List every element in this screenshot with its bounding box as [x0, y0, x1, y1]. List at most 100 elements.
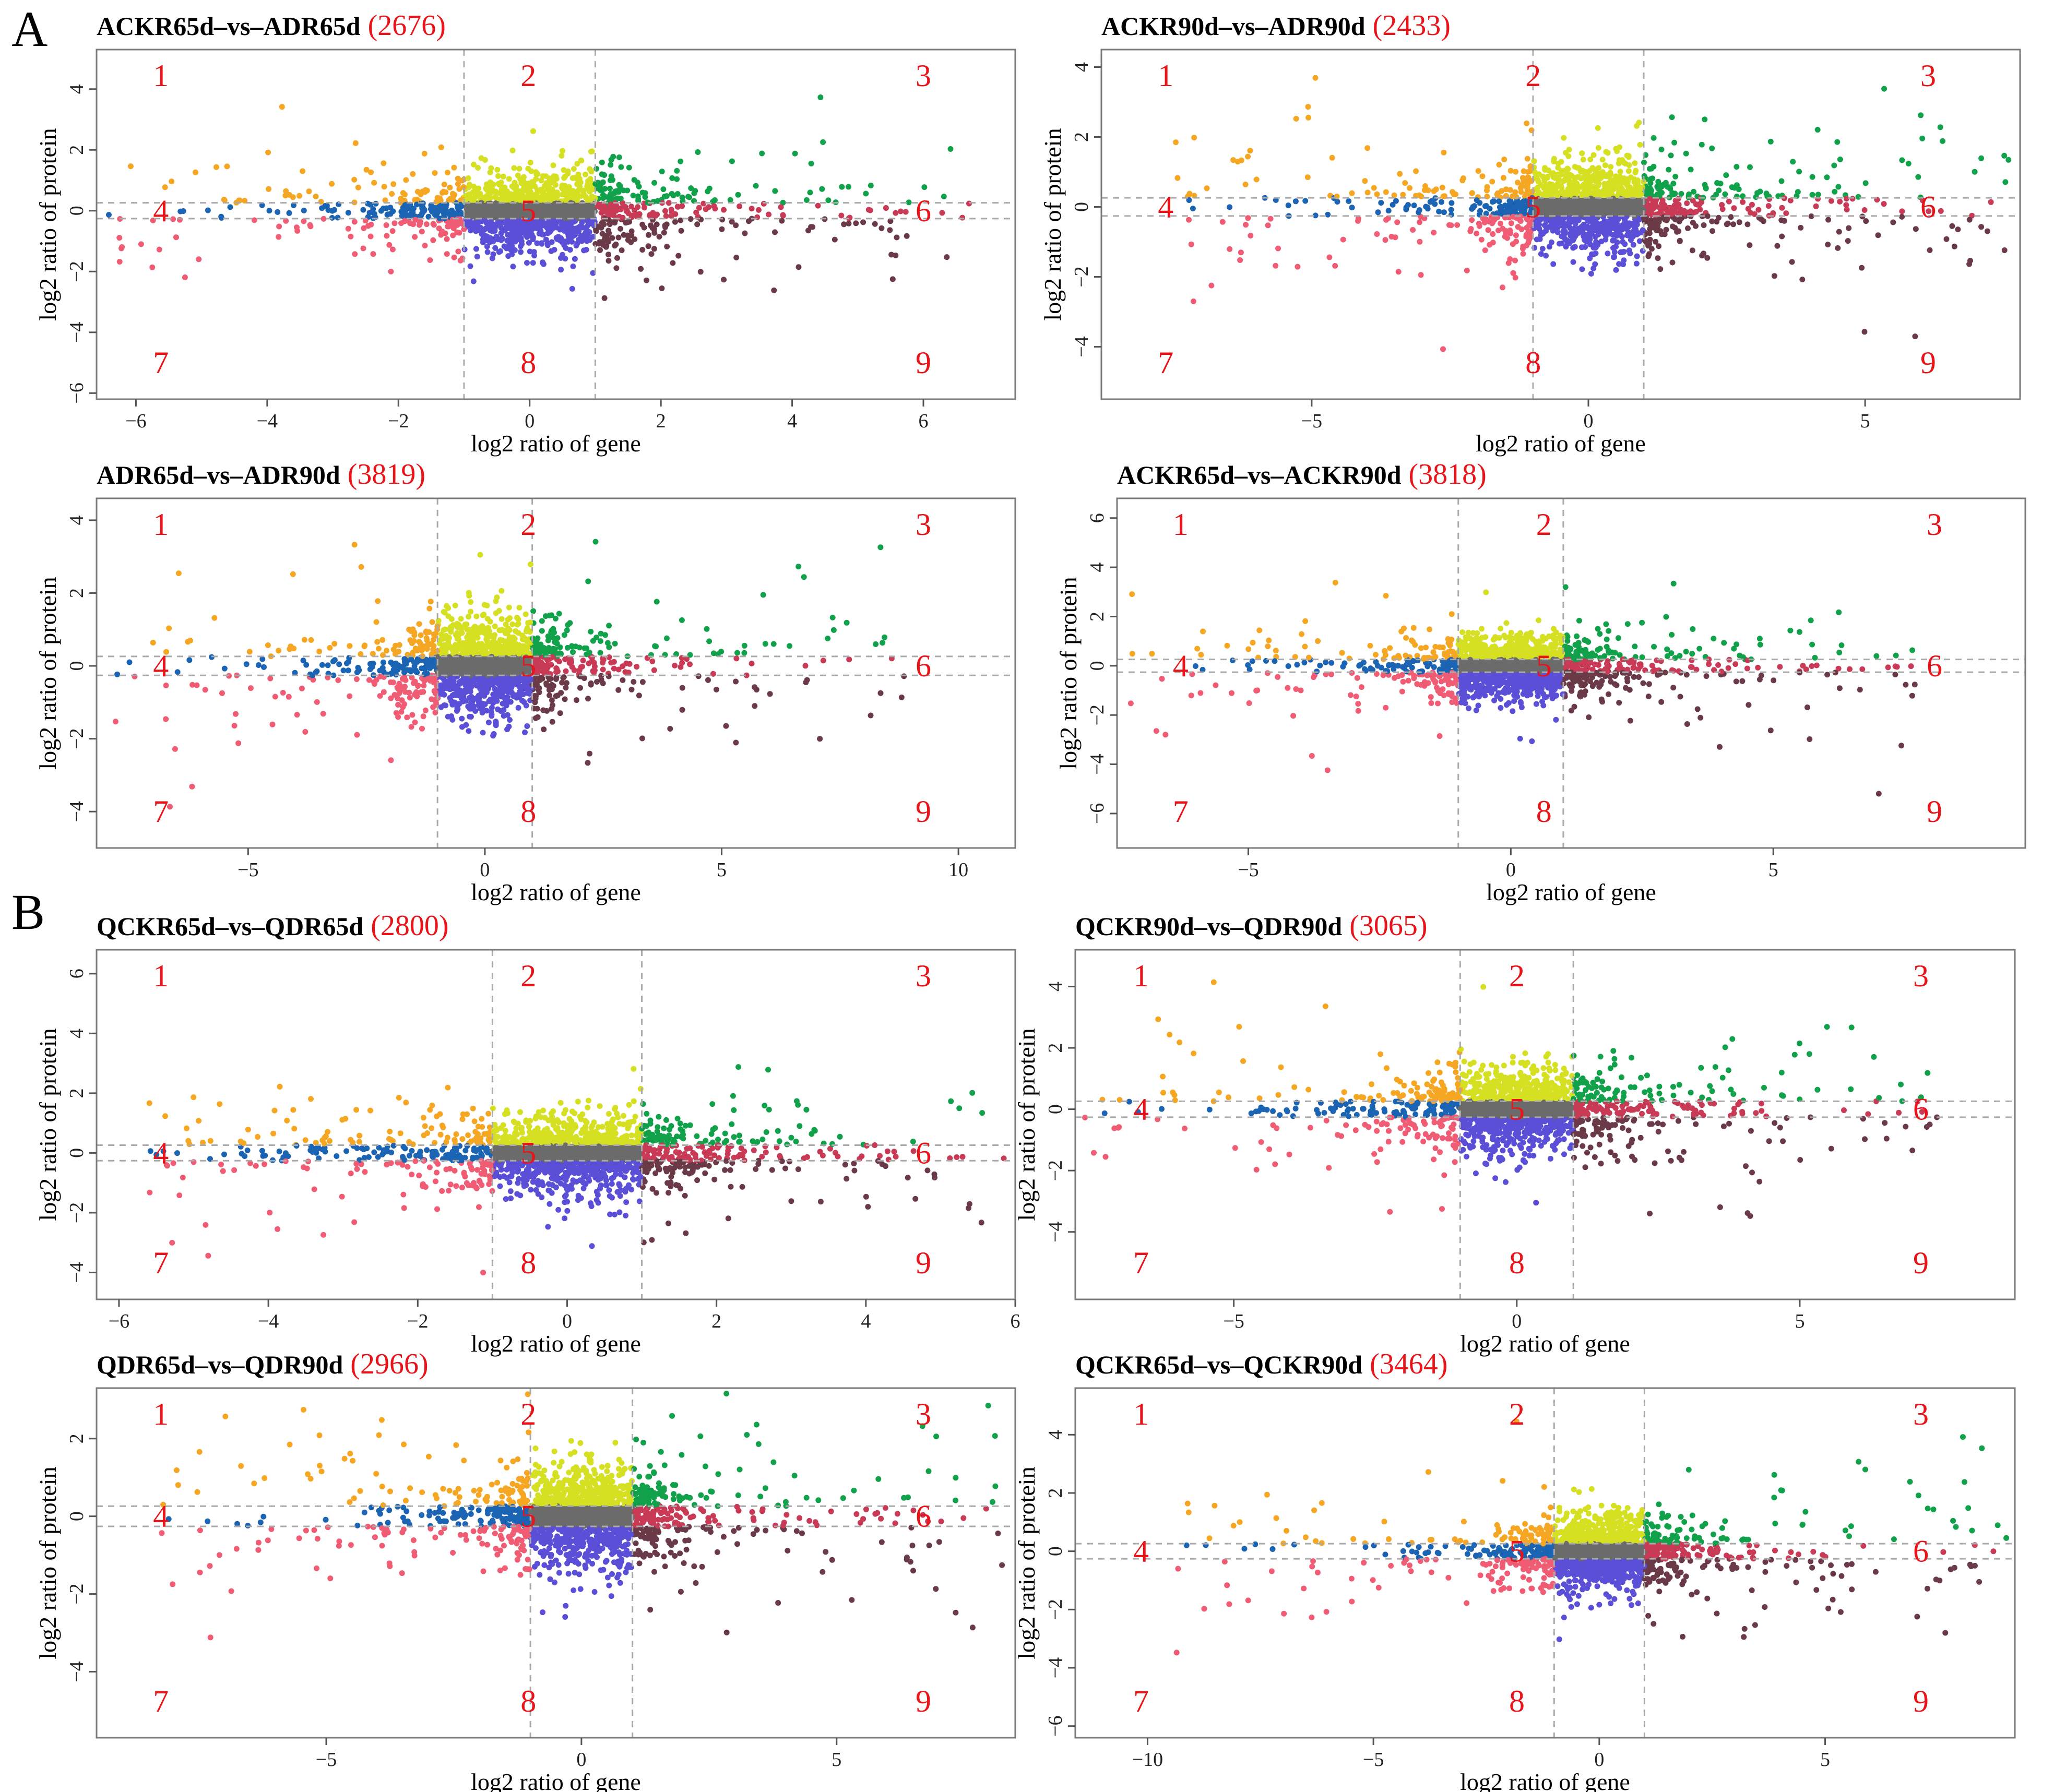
data-point [1525, 240, 1531, 246]
data-point [1747, 242, 1753, 248]
x-tick-label: −6 [125, 410, 146, 432]
data-point [571, 219, 577, 225]
data-point [618, 225, 624, 232]
data-point [711, 197, 718, 204]
data-point [417, 220, 423, 226]
data-point [587, 197, 593, 203]
data-point [1312, 75, 1319, 81]
data-point [1736, 219, 1742, 225]
data-point [448, 616, 455, 622]
data-point [880, 640, 886, 646]
data-point [403, 177, 409, 183]
data-point [442, 230, 448, 236]
data-point [1749, 201, 1755, 208]
data-point [1383, 189, 1389, 195]
data-point [1382, 237, 1388, 243]
data-point [1656, 243, 1662, 249]
data-point [431, 631, 437, 638]
data-point [1825, 217, 1832, 223]
data-point [548, 248, 554, 254]
data-point [127, 163, 134, 170]
data-point [1524, 156, 1530, 162]
data-point [887, 227, 893, 233]
region-number-5: 5 [1525, 190, 1541, 224]
data-point [1636, 120, 1642, 126]
data-point [1674, 229, 1680, 235]
data-point [1410, 227, 1416, 233]
data-point [1570, 259, 1576, 265]
x-tick-label: −4 [257, 410, 278, 432]
data-point [1609, 187, 1616, 193]
data-point [318, 199, 324, 205]
data-point [1621, 248, 1627, 255]
data-point [1607, 172, 1613, 178]
data-point [387, 205, 394, 211]
data-point [1508, 220, 1514, 226]
data-point [749, 206, 755, 212]
data-point [752, 703, 758, 709]
data-point [678, 158, 684, 164]
data-point [490, 251, 496, 257]
data-point [193, 169, 198, 175]
data-point [532, 715, 539, 721]
data-point [569, 664, 575, 670]
data-point [562, 696, 568, 702]
data-point [1709, 228, 1716, 234]
data-point [379, 637, 386, 643]
data-point [336, 661, 342, 667]
data-point [651, 667, 657, 673]
y-tick-label: 0 [1071, 202, 1093, 212]
data-point [1599, 226, 1606, 232]
data-point [1265, 222, 1271, 229]
data-point [1951, 243, 1957, 249]
data-point [468, 599, 474, 605]
data-point [539, 618, 545, 624]
data-point [1972, 169, 1978, 175]
data-point [1441, 149, 1447, 156]
data-point [666, 200, 672, 206]
data-point [553, 176, 560, 182]
data-point [755, 207, 762, 213]
data-point [1625, 168, 1632, 174]
data-point [255, 662, 262, 668]
data-point [1448, 222, 1454, 229]
data-point [585, 696, 591, 702]
data-point [1677, 237, 1683, 244]
data-point [706, 204, 712, 210]
data-point [352, 251, 358, 257]
data-point [559, 239, 565, 245]
data-point [614, 195, 621, 201]
y-tick-label: 2 [1071, 132, 1093, 142]
region-number-8: 8 [1525, 345, 1541, 380]
data-point [626, 661, 633, 667]
data-point [547, 692, 553, 699]
data-point [345, 210, 351, 216]
data-point [1305, 104, 1311, 110]
data-point [598, 224, 604, 231]
data-point [921, 184, 928, 190]
data-point [844, 619, 850, 626]
y-axis-label: log2 ratio of protein [1039, 128, 1066, 320]
data-point [1693, 223, 1699, 229]
data-point [561, 167, 567, 173]
data-point [759, 150, 765, 157]
data-point [733, 255, 740, 260]
data-point [1723, 172, 1729, 178]
data-point [1418, 272, 1424, 278]
data-point [714, 686, 719, 692]
data-point [1617, 169, 1623, 175]
data-point [1651, 135, 1657, 141]
data-point [589, 658, 595, 664]
data-point [1881, 86, 1887, 92]
data-point [572, 256, 578, 262]
data-point [550, 683, 556, 689]
data-point [642, 205, 648, 211]
data-point [1740, 199, 1746, 205]
data-point [1779, 233, 1785, 240]
data-point [651, 180, 658, 186]
data-point [1622, 241, 1628, 247]
data-point [1436, 208, 1442, 214]
data-point [1646, 241, 1653, 247]
data-point [659, 285, 665, 291]
data-point [808, 224, 814, 230]
